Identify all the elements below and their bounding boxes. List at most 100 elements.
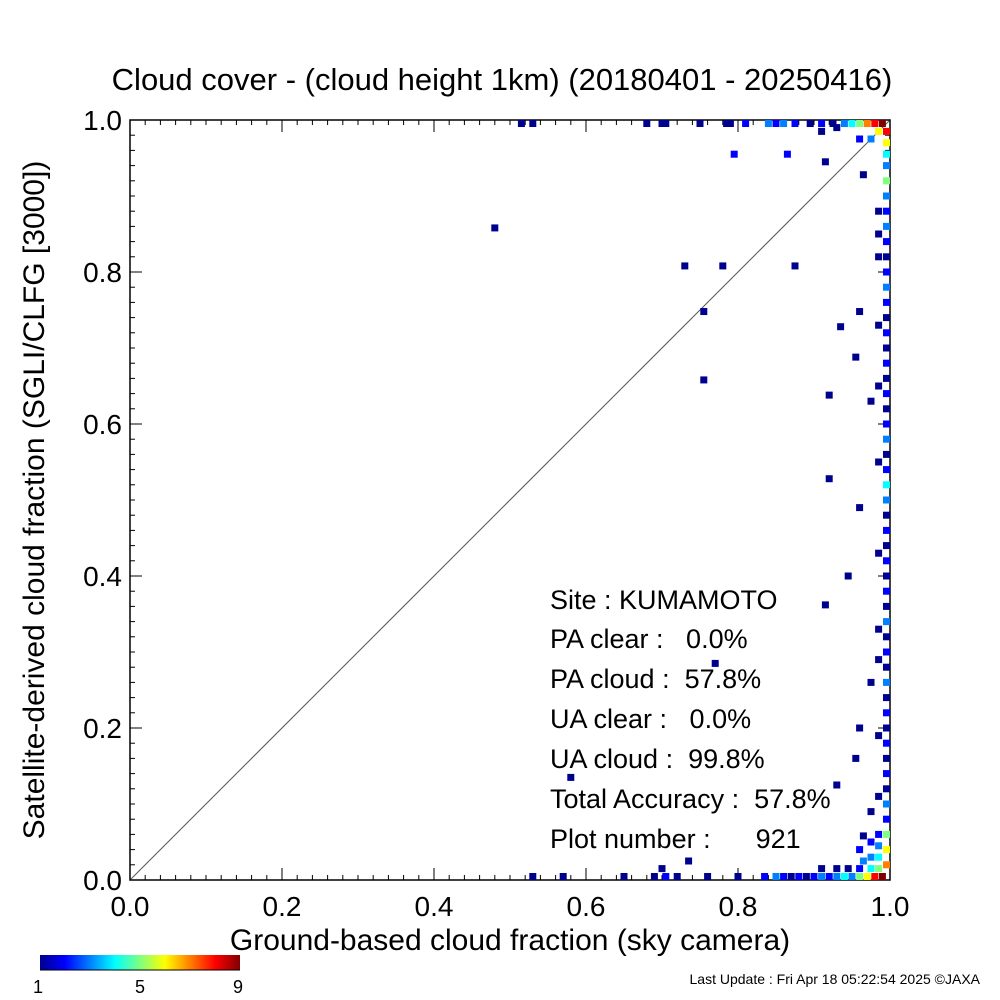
x-tick-label: 0.8 [719,891,758,922]
data-cell [856,308,864,316]
y-tick-label: 0.0 [83,865,122,896]
data-cell [791,262,799,270]
data-cell [883,238,890,246]
data-cell [883,268,890,276]
data-cell [883,846,890,854]
data-cell [791,120,799,127]
data-cell [883,587,890,595]
data-cell [883,420,890,428]
data-cell [742,120,750,127]
x-tick-label: 0.6 [567,891,606,922]
data-cell [883,466,890,474]
data-cell [825,873,833,880]
data-cell [711,659,719,667]
x-tick-label: 0.2 [263,891,302,922]
data-cell [810,873,818,880]
data-cell [658,120,666,127]
data-cell [859,171,867,179]
data-cell [559,873,567,880]
data-cell [852,353,860,361]
data-cell [529,873,537,880]
data-cell [883,785,890,793]
data-cell [772,120,780,127]
data-cell [844,865,852,873]
stats-block: Site : KUMAMOTO PA clear : 0.0% PA cloud… [550,585,831,854]
data-cell [883,162,890,170]
data-cell [856,865,864,873]
data-cell [848,120,856,127]
data-cell [833,124,841,132]
stat-site: Site : KUMAMOTO [550,585,778,615]
data-cell [662,873,670,880]
data-cell [517,120,525,127]
data-cell [875,656,883,664]
data-cell [871,873,879,880]
data-cell [883,663,890,671]
data-cell [875,458,883,466]
data-cell [856,846,864,854]
data-cell [875,207,883,215]
data-cell [867,808,875,816]
data-cell [681,262,689,270]
data-cell [806,120,814,127]
data-cell [643,120,651,127]
data-cell [883,139,890,147]
data-cell [723,120,731,127]
stat-pa-clear: PA clear : 0.0% [550,624,748,654]
x-tick-label: 0.0 [111,891,150,922]
data-cell [833,865,841,873]
data-cell [883,861,890,869]
data-cell [867,678,875,686]
data-cell [856,504,864,512]
data-cell [783,150,791,158]
data-cell [825,391,833,399]
data-cell [825,475,833,483]
data-cell [867,135,875,143]
data-cell [883,329,890,337]
data-cell [700,376,708,384]
x-tick-label: 1.0 [871,891,910,922]
colorbar-label-mid: 5 [135,977,145,997]
y-tick-label: 0.4 [83,561,122,592]
data-cell [780,873,788,880]
data-cell [883,222,890,230]
data-cell [875,549,883,557]
data-cell [883,207,890,215]
data-cell [821,601,829,609]
data-cell [856,120,864,127]
data-cell [863,873,871,880]
data-cell [883,177,890,185]
data-cell [780,120,788,127]
data-cell [883,314,890,322]
data-cell [875,321,883,329]
x-tick-labels: 0.0 0.2 0.4 0.6 0.8 1.0 [111,891,910,922]
data-cell [837,323,845,331]
data-cell [875,253,883,261]
colorbar-label-max: 9 [233,977,243,997]
data-cell [685,857,693,865]
data-cell [883,572,890,580]
data-cell [883,724,890,732]
data-cell [859,857,867,865]
data-cell [878,873,886,880]
colorbar: 1 5 9 [33,955,243,997]
data-cell [848,873,856,880]
data-cell [802,873,810,880]
data-cell [883,450,890,458]
stat-ua-clear: UA clear : 0.0% [550,704,751,734]
data-cell [883,709,890,717]
data-cell [567,773,575,781]
data-cell [883,557,890,565]
data-cell [818,120,826,127]
y-tick-label: 1.0 [83,105,122,136]
data-cell [883,542,890,550]
data-cell [875,625,883,633]
data-cell [772,873,780,880]
data-cell [883,754,890,762]
last-update-footer: Last Update : Fri Apr 18 05:22:54 2025 ©… [690,971,981,987]
data-cell [883,344,890,352]
data-cell [856,724,864,732]
data-cell [719,262,727,270]
data-cell [821,158,829,166]
